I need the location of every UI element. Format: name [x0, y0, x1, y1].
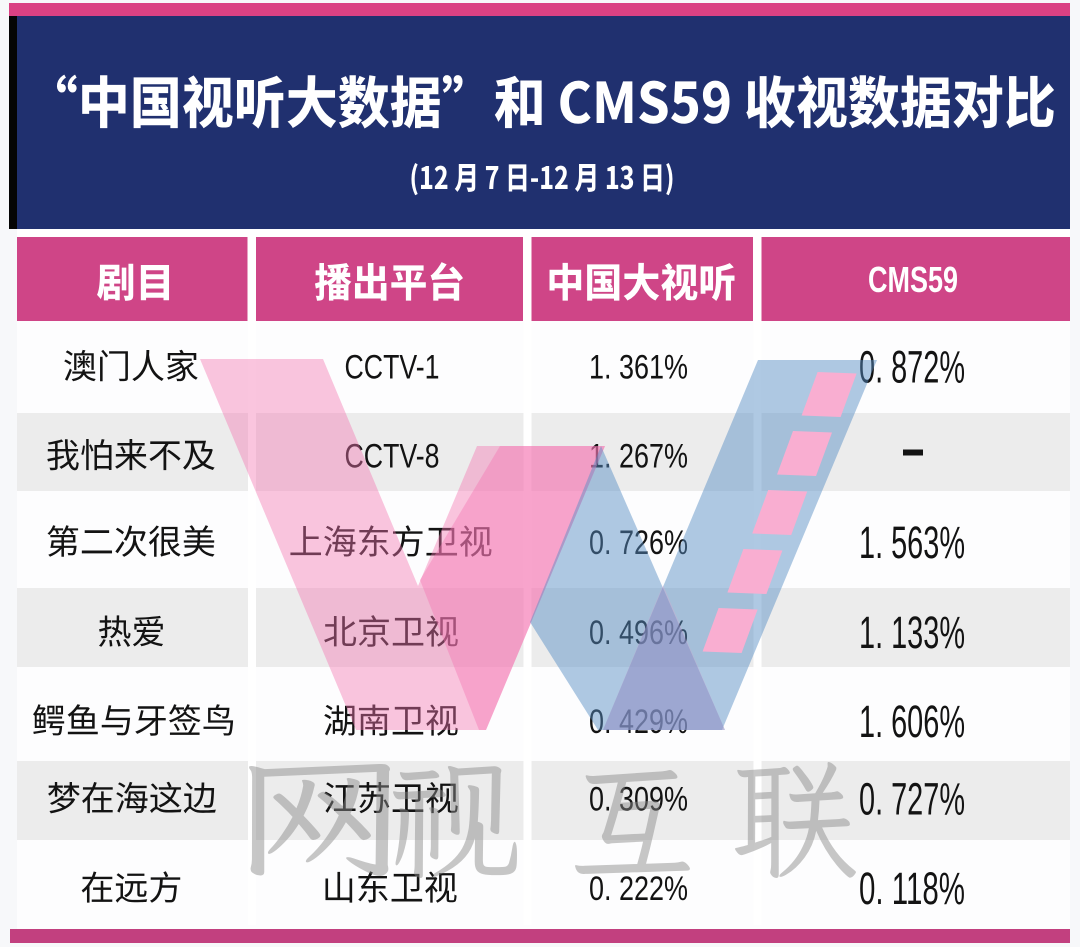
svg-text:1. 606%: 1. 606% [859, 696, 965, 747]
svg-text:1. 267%: 1. 267% [589, 438, 688, 476]
svg-text:CCTV-8: CCTV-8 [345, 438, 440, 476]
svg-text:0. 726%: 0. 726% [589, 524, 688, 562]
svg-text:1. 361%: 1. 361% [589, 349, 688, 387]
svg-text:0. 872%: 0. 872% [859, 342, 965, 393]
svg-text:1. 133%: 1. 133% [859, 607, 965, 658]
svg-text:CMS59: CMS59 [868, 259, 958, 300]
svg-text:0. 309%: 0. 309% [589, 781, 688, 819]
svg-text:0. 222%: 0. 222% [589, 870, 688, 908]
svg-text:0. 496%: 0. 496% [589, 614, 688, 652]
svg-text:0. 118%: 0. 118% [859, 863, 965, 914]
svg-text:CCTV-1: CCTV-1 [345, 349, 440, 387]
svg-text:1. 563%: 1. 563% [859, 517, 965, 568]
svg-text:0. 727%: 0. 727% [859, 774, 965, 825]
svg-text:0. 429%: 0. 429% [589, 703, 688, 741]
